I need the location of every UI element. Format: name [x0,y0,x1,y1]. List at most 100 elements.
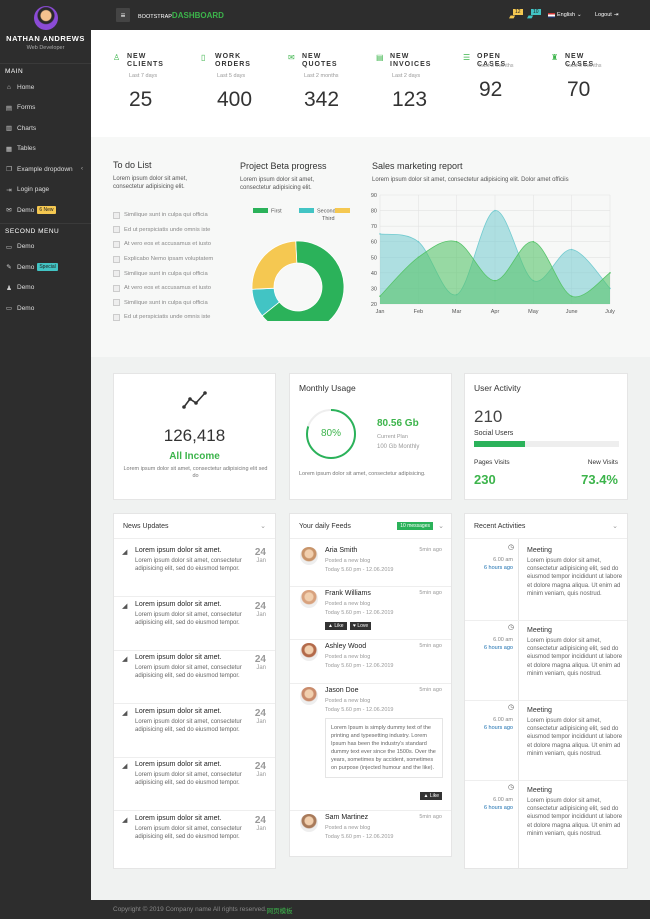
feed-item[interactable]: Jason Doe Posted a new blog Today 5.60 pm … [290,684,451,811]
x-tick-label: July [605,309,615,315]
chevron-down-icon[interactable]: ⌄ [438,523,444,530]
donut-slice[interactable] [251,240,298,290]
top-navbar: ≡ BOOTSTRAPDASHBOARD ▰ 12 ▰ 10 English ⌄ Lo… [91,0,650,30]
sidebar-item-login-page[interactable]: ⇥ Login page [0,180,91,201]
sidebar-item-home[interactable]: ⌂ Home [0,77,91,98]
legend-label: First [271,209,282,215]
todo-item[interactable]: Explicabo Nemo ipsam voluptatem [113,252,213,267]
sidebar-item-demo[interactable]: ✎ Demo Special [0,257,91,278]
todo-checkbox[interactable] [113,226,120,234]
sidebar-item-tables[interactable]: ▦ Tables [0,139,91,160]
data-point[interactable] [532,240,535,243]
todo-checkbox[interactable] [113,211,120,219]
feed-item[interactable]: Aria Smith Posted a new blog Today 5.60 pm… [290,544,451,587]
sidebar-item-forms[interactable]: ▤ Forms [0,98,91,119]
news-item[interactable]: ◢ Lorem ipsum dolor sit amet. Lorem ipsum … [114,758,275,811]
news-item[interactable]: ◢ Lorem ipsum dolor sit amet. Lorem ipsum … [114,544,275,597]
usage-desc: Lorem ipsum dolor sit amet, consectetur … [299,471,426,477]
data-point[interactable] [609,272,611,274]
feed-name[interactable]: Ashley Wood [325,643,367,650]
activity-title: Meeting [527,627,552,634]
stat-value: 400 [217,88,253,111]
todo-checkbox[interactable] [113,284,120,292]
feed-avatar[interactable] [300,590,318,608]
data-point[interactable] [570,295,573,298]
feed-item[interactable]: Sam Martinez Posted a new blog Today 5.60 … [290,811,451,851]
timeline-line [518,539,519,869]
data-point[interactable] [494,279,496,282]
data-point[interactable] [417,256,420,259]
logout-button[interactable]: Logout ⇥ [595,12,618,18]
data-point[interactable] [417,240,420,243]
notifications-button[interactable]: ▰ 12 [509,9,523,21]
sidebar: NATHAN ANDREWS Web Developer MAIN ⌂ Home ▤… [0,0,91,919]
messages-button[interactable]: ▰ 10 [527,9,541,21]
sidebar-item-demo[interactable]: ▭ Demo [0,298,91,319]
activity-item[interactable]: ◷ 6.00 am 6 hours ago Meeting Lorem ipsum do… [465,621,627,701]
feed-avatar[interactable] [300,814,318,832]
stat-value: 92 [479,78,503,101]
feed-name[interactable]: Jason Doe [325,687,359,694]
todo-item[interactable]: At vero eos et accusamus et iusto [113,237,213,252]
sidebar-item-demo[interactable]: ▭ Demo [0,237,91,258]
data-point[interactable] [379,295,381,298]
x-tick-label: Apr [491,309,500,315]
news-item[interactable]: ◢ Lorem ipsum dolor sit amet. Lorem ipsum … [114,705,275,758]
brand-logo[interactable]: BOOTSTRAPDASHBOARD [138,11,224,20]
feed-action: Posted a new blog [325,825,371,831]
data-point[interactable] [494,209,496,212]
footer-link[interactable]: 网页模板 [266,907,293,915]
like-button[interactable]: ▲ Like [420,792,442,800]
language-dropdown[interactable]: English ⌄ [548,12,582,18]
feed-name[interactable]: Frank Williams [325,590,371,597]
love-button[interactable]: ♥ Love [350,622,372,630]
activity-item[interactable]: ◷ 6.00 am 6 hours ago Meeting Lorem ipsum do… [465,701,627,781]
todo-item[interactable]: Similique sunt in culpa qui officia [113,296,213,311]
todo-item[interactable]: Ed ut perspiciatis unde omnis iste [113,223,213,238]
feed-avatar[interactable] [300,643,318,661]
todo-item-label: At vero eos et accusamus et iusto [124,285,211,292]
feed-name[interactable]: Sam Martinez [325,814,369,821]
news-item[interactable]: ◢ Lorem ipsum dolor sit amet. Lorem ipsum … [114,651,275,704]
news-item-day: 24 [254,654,266,665]
feed-item[interactable]: Ashley Wood Posted a new blog Today 5.60 p… [290,640,451,684]
avatar[interactable] [33,6,58,30]
like-button[interactable]: ▲ Like [325,622,347,630]
sidebar-item-demo[interactable]: ♟ Demo [0,278,91,299]
data-point[interactable] [455,240,458,243]
todo-checkbox[interactable] [113,255,120,263]
chevron-down-icon[interactable]: ⌄ [612,523,618,530]
news-item[interactable]: ◢ Lorem ipsum dolor sit amet. Lorem ipsum … [114,812,275,865]
todo-checkbox[interactable] [113,299,120,307]
todo-item[interactable]: Similique sunt in culpa qui officia [113,208,213,223]
feed-name[interactable]: Aria Smith [325,547,358,554]
todo-checkbox[interactable] [113,313,120,321]
todo-item[interactable]: Similique sunt in culpa qui officia [113,266,213,281]
feed-time: Today 5.60 pm - 12.06.2019 [325,834,394,840]
project-title: Project Beta progress [240,161,327,171]
pencil-icon: ✎ [6,264,12,272]
sidebar-item-example-dropdown[interactable]: ❐ Example dropdown ‹ [0,159,91,180]
feed-avatar[interactable] [300,687,318,705]
donut-slice[interactable] [261,240,345,321]
divider [290,538,451,539]
news-item[interactable]: ◢ Lorem ipsum dolor sit amet. Lorem ipsum … [114,598,275,651]
data-point[interactable] [379,233,381,235]
sidebar-item-charts[interactable]: ▥ Charts [0,118,91,139]
chevron-down-icon[interactable]: ⌄ [260,523,266,530]
activity-item[interactable]: ◷ 6.00 am 6 hours ago Meeting Lorem ipsum do… [465,781,627,861]
todo-item[interactable]: Ed ut perspiciatis unde omnis iste [113,310,213,325]
activity-time: 6.00 am [493,797,513,803]
activity-item[interactable]: ◷ 6.00 am 6 hours ago Meeting Lorem ipsum do… [465,541,627,621]
activity-body: Lorem ipsum dolor sit amet, consectetur … [527,558,623,597]
sidebar-item-demo[interactable]: ✉ Demo 6 New [0,200,91,221]
megaphone-icon: ◢ [122,709,128,717]
menu-toggle-button[interactable]: ≡ [116,8,130,22]
feed-item[interactable]: Frank Williams Posted a new blog Today 5.6… [290,587,451,640]
data-point[interactable] [570,248,573,251]
feed-avatar[interactable] [300,547,318,565]
todo-checkbox[interactable] [113,240,120,248]
todo-checkbox[interactable] [113,270,120,278]
todo-item[interactable]: At vero eos et accusamus et iusto [113,281,213,296]
sidebar-item-label: Login page [17,186,50,194]
